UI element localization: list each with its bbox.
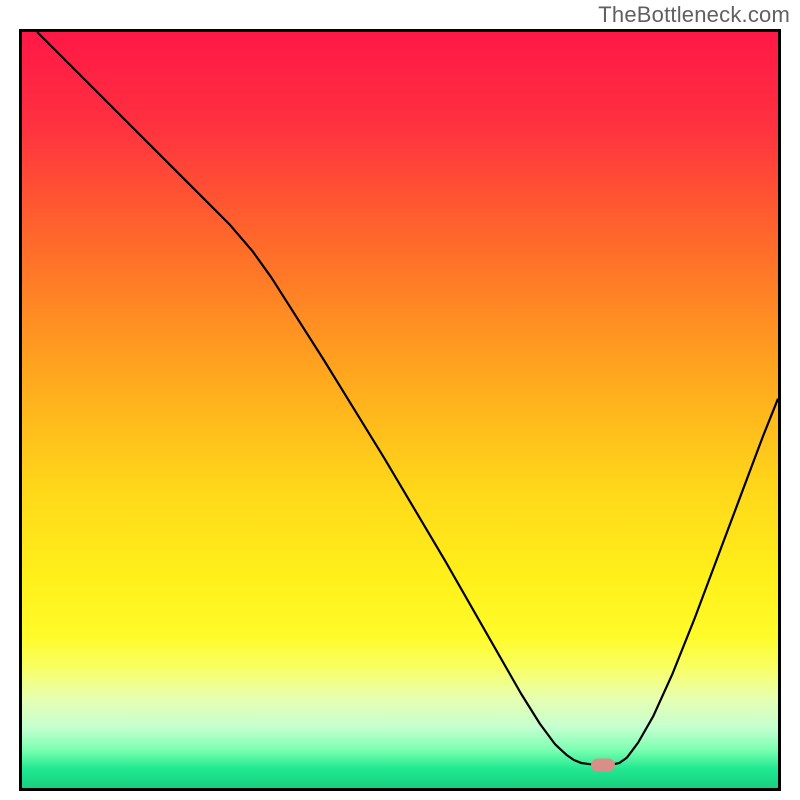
plot-area — [22, 32, 778, 788]
curve-path — [37, 32, 778, 765]
bottleneck-curve — [22, 32, 778, 788]
watermark-text: TheBottleneck.com — [598, 2, 790, 28]
optimum-marker — [591, 758, 615, 771]
